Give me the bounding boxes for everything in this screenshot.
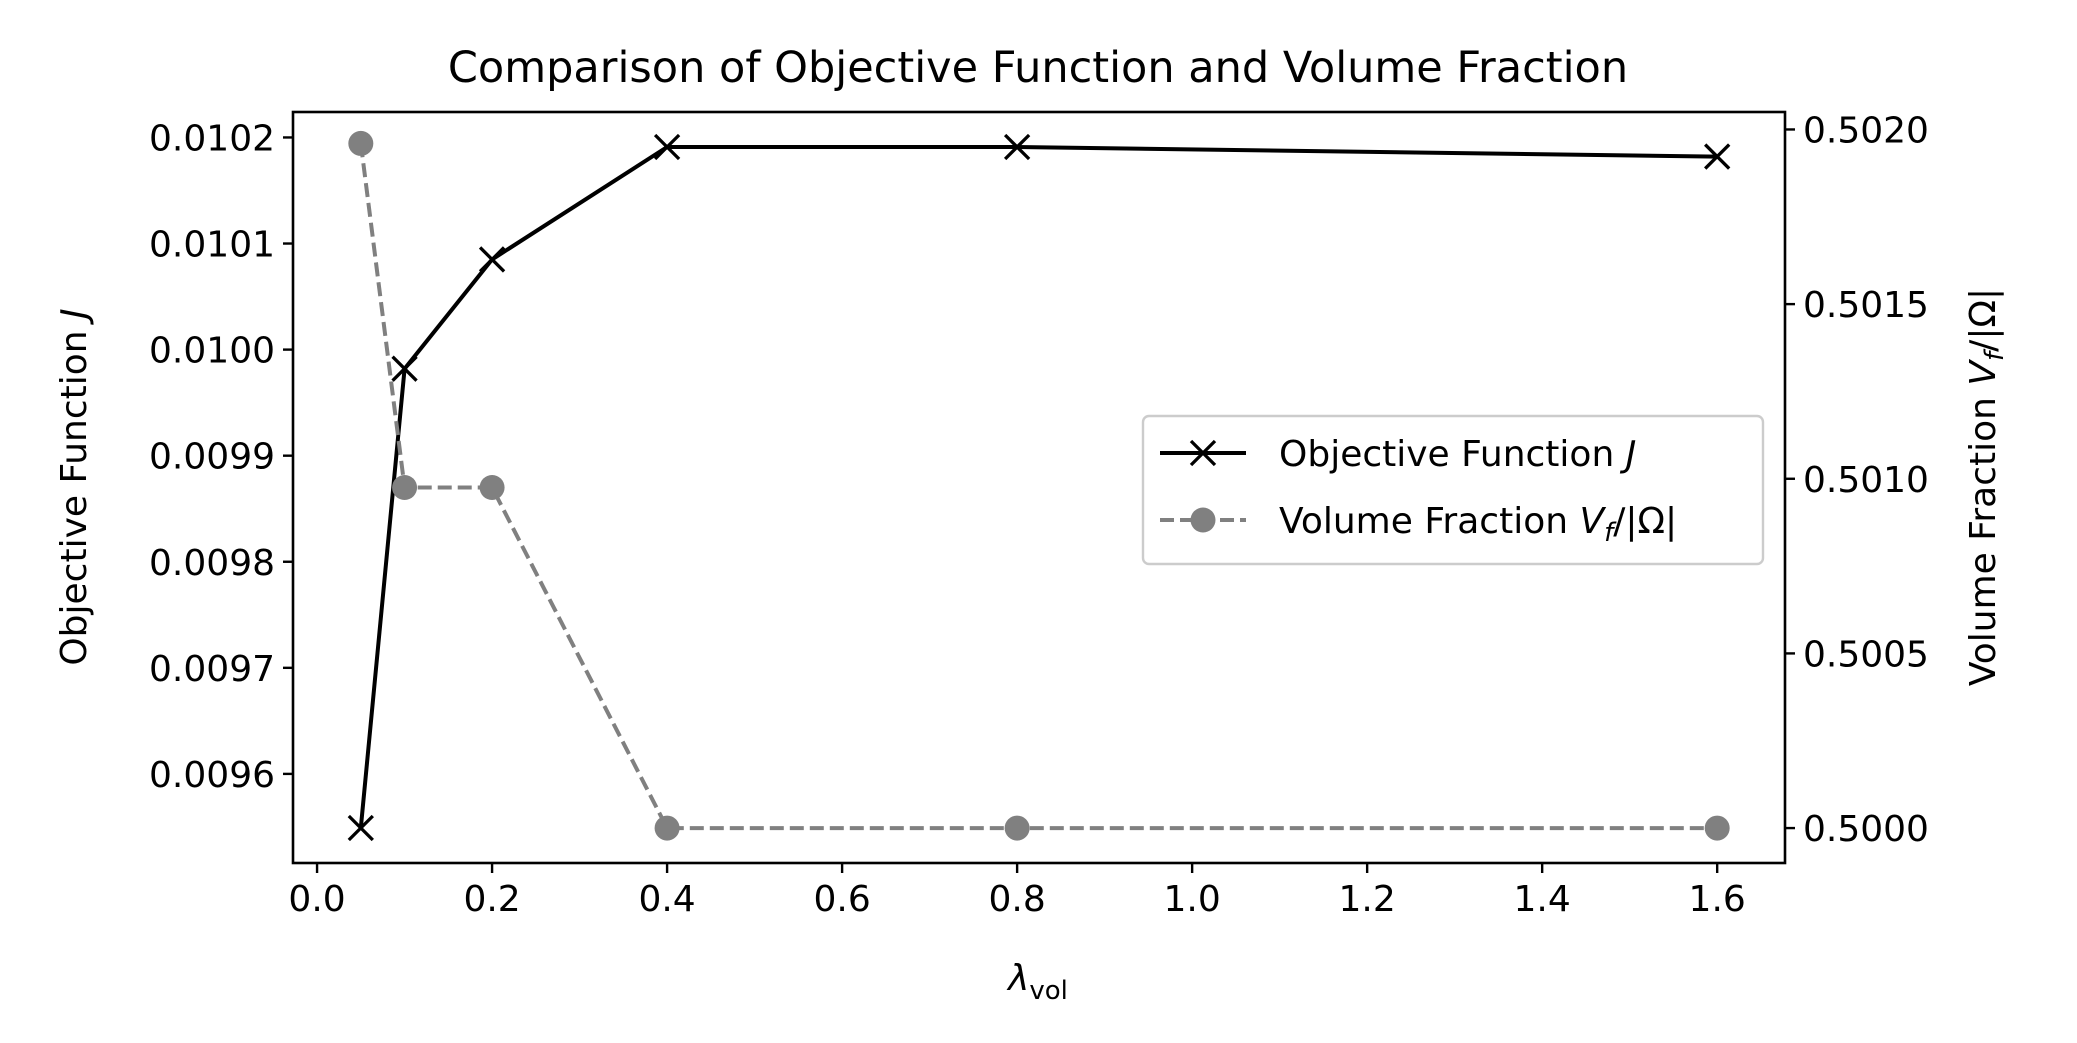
y-left-tick-label: 0.0102 xyxy=(149,118,275,159)
y-axis-right-label: Volume Fraction Vf/|Ω| xyxy=(1963,288,2010,686)
legend-entry-objective: Objective Function J xyxy=(1160,434,1636,475)
series-line-volume xyxy=(358,143,1718,831)
y-right-tick-label: 0.5005 xyxy=(1803,634,1929,675)
y-axis-right-label-main: Volume Fraction xyxy=(1963,386,2004,686)
data-point-objective xyxy=(478,246,506,273)
y-right-tick-label: 0.5020 xyxy=(1803,110,1929,151)
y-right-tick-label: 0.5000 xyxy=(1803,809,1929,850)
data-point-objective xyxy=(653,133,681,161)
data-point-volume xyxy=(1004,815,1030,841)
legend-label-volume: Volume Fraction Vf/|Ω| xyxy=(1279,501,1677,548)
y-axis-left-label: Objective Function J xyxy=(54,308,95,665)
legend-label-volume-main: Volume Fraction xyxy=(1279,501,1579,542)
data-point-volume xyxy=(654,815,680,841)
data-point-volume xyxy=(392,475,418,500)
x-tick-label: 0.2 xyxy=(463,879,520,920)
data-point-volume xyxy=(348,130,374,156)
series-layer xyxy=(347,130,1731,842)
y-left-tick-label: 0.0098 xyxy=(149,543,275,584)
legend-label-volume-tail: /|Ω| xyxy=(1613,501,1677,542)
legend-label-objective-main: Objective Function xyxy=(1279,434,1626,475)
data-point-objective xyxy=(1704,143,1731,170)
x-axis: 0.0 0.2 0.4 0.6 0.8 1.0 1.2 1.4 1.6 xyxy=(288,863,1746,920)
chart-title: Comparison of Objective Function and Vol… xyxy=(448,43,1628,93)
x-axis-label: λvol xyxy=(1006,958,1068,1006)
y-right-tick-label: 0.5010 xyxy=(1803,460,1929,501)
x-tick-label: 0.0 xyxy=(288,879,345,920)
data-point-objective xyxy=(347,814,374,842)
y-left-tick-label: 0.0096 xyxy=(149,755,275,796)
plot-area-frame xyxy=(291,110,1787,865)
y-left-tick-label: 0.0101 xyxy=(149,225,275,266)
data-point-volume xyxy=(1704,815,1730,841)
legend-marker-circle-icon xyxy=(1190,507,1216,533)
y-left-tick-label: 0.0099 xyxy=(149,437,275,478)
y-right-tick-label: 0.5015 xyxy=(1803,285,1929,326)
legend: Objective Function J Volume Fraction Vf/… xyxy=(1141,414,1765,566)
legend-entry-volume: Volume Fraction Vf/|Ω| xyxy=(1160,501,1677,548)
x-tick-label: 1.0 xyxy=(1164,879,1221,920)
x-tick-label: 1.2 xyxy=(1339,879,1396,920)
x-tick-label: 1.4 xyxy=(1514,879,1571,920)
y-axis-right-label-tail: /|Ω| xyxy=(1963,288,2004,352)
y-axis-left-label-main: Objective Function xyxy=(54,319,95,666)
y-axis-right-label-var: V xyxy=(1963,359,2004,386)
x-tick-label: 0.8 xyxy=(988,879,1045,920)
legend-label-volume-var: V xyxy=(1579,501,1606,542)
data-point-objective xyxy=(1003,133,1031,161)
data-point-volume xyxy=(479,475,505,500)
legend-label-objective: Objective Function J xyxy=(1279,434,1636,475)
y-left-tick-label: 0.0097 xyxy=(149,649,275,690)
y-axis-left: 0.0096 0.0097 0.0098 0.0099 0.0100 0.0101 0.01… xyxy=(149,118,293,796)
data-point-objective xyxy=(391,355,418,382)
legend-marker-x-icon xyxy=(1189,439,1217,467)
x-tick-label: 0.4 xyxy=(638,879,695,920)
legend-box xyxy=(1141,414,1765,566)
x-tick-label: 0.6 xyxy=(813,879,870,920)
y-left-tick-label: 0.0100 xyxy=(149,331,275,372)
y-axis-right: 0.5000 0.5005 0.5010 0.5015 0.5020 xyxy=(1785,110,1929,850)
x-axis-label-sub: vol xyxy=(1029,976,1068,1006)
x-axis-label-main: λ xyxy=(1006,958,1029,999)
x-tick-label: 1.6 xyxy=(1689,879,1746,920)
